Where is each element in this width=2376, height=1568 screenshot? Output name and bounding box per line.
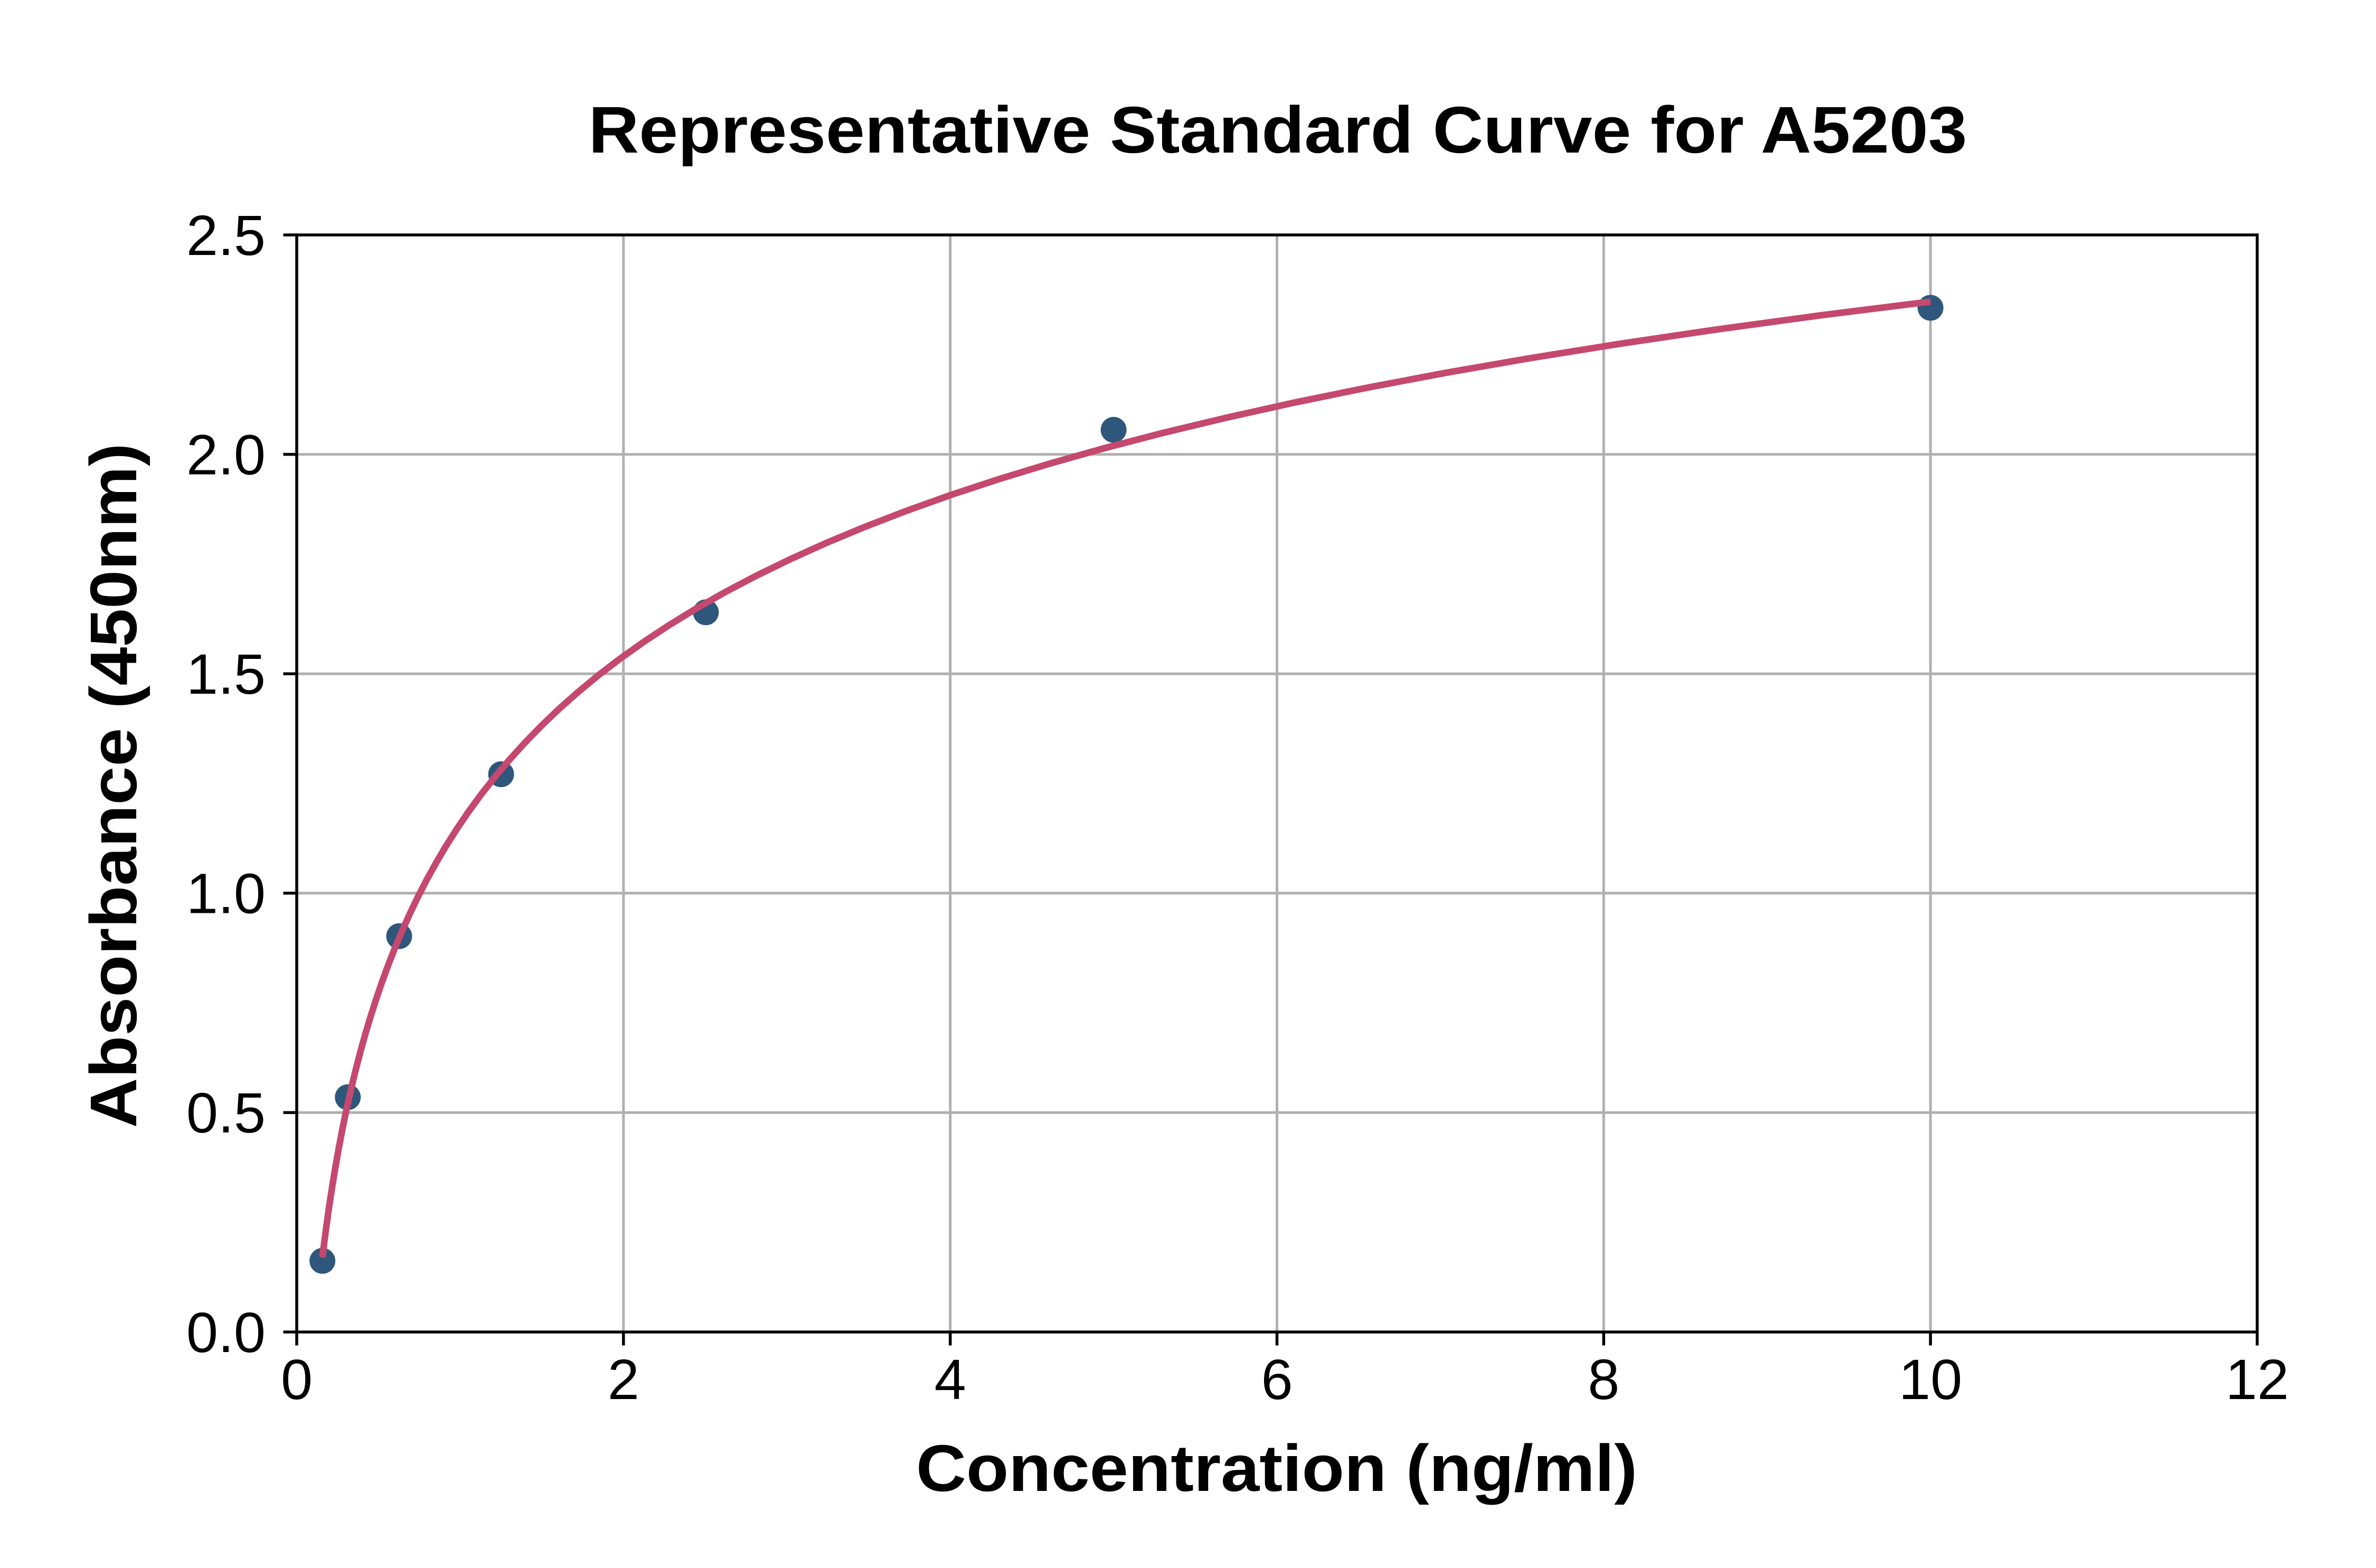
svg-text:2.0: 2.0 [186,422,266,486]
svg-text:Concentration (ng/ml): Concentration (ng/ml) [916,1432,1637,1505]
svg-text:1.0: 1.0 [186,862,266,925]
svg-text:4: 4 [935,1347,966,1411]
svg-text:Representative Standard Curve: Representative Standard Curve for A5203 [589,93,1967,167]
svg-text:10: 10 [1899,1347,1962,1411]
svg-text:8: 8 [1588,1347,1619,1411]
svg-text:2: 2 [608,1347,639,1411]
svg-text:0.0: 0.0 [186,1300,266,1364]
svg-text:Absorbance (450nm): Absorbance (450nm) [77,443,150,1128]
svg-text:12: 12 [2226,1347,2289,1411]
svg-text:2.5: 2.5 [186,203,266,267]
svg-text:0: 0 [281,1347,313,1411]
svg-text:6: 6 [1261,1347,1293,1411]
svg-text:0.5: 0.5 [186,1081,266,1145]
svg-text:1.5: 1.5 [186,642,266,706]
